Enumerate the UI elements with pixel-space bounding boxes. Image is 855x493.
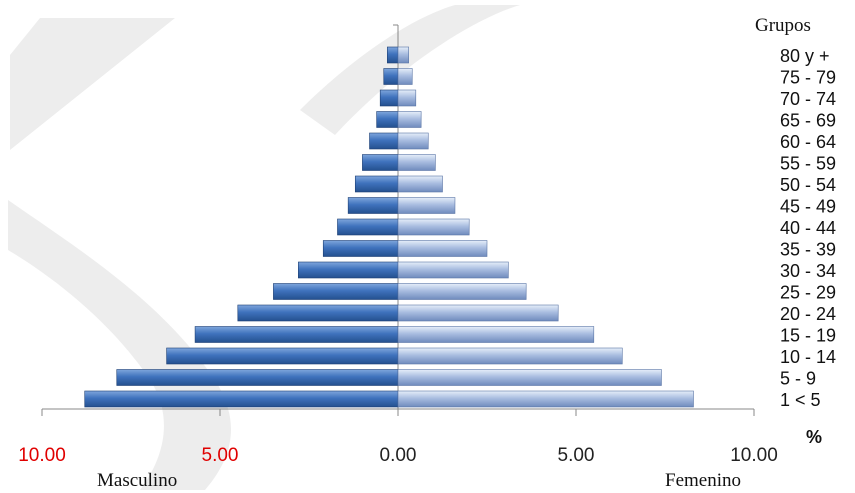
category-label: 70 - 74 [780, 89, 836, 109]
bar-femenino [397, 326, 595, 343]
x-tick-label: 10.00 [18, 445, 66, 466]
labels: 10.00 5.00 0.00 5.00 10.00 1 < 55 - 910 - 141… [18, 15, 836, 491]
x-tick-label: 10.00 [730, 445, 778, 466]
bar-masculino [337, 218, 399, 236]
bars [84, 46, 694, 408]
bar-femenino [397, 132, 429, 150]
bar-femenino [397, 89, 417, 107]
bar-masculino [387, 46, 399, 64]
axes [41, 24, 755, 416]
bar-masculino [84, 390, 399, 408]
bar-masculino [273, 283, 399, 300]
category-label: 75 - 79 [780, 68, 836, 88]
bar-femenino [397, 154, 436, 171]
bar-masculino [237, 304, 399, 322]
category-label: 80 y + [780, 46, 830, 66]
bar-femenino [397, 347, 623, 365]
bar-masculino [376, 111, 399, 128]
bar-masculino [194, 326, 399, 343]
bar-femenino [397, 68, 413, 85]
bar-masculino [369, 132, 399, 150]
bar-femenino [397, 111, 422, 128]
bar-femenino [397, 304, 559, 322]
unit-label: % [806, 427, 822, 447]
category-label: 50 - 54 [780, 175, 836, 195]
bar-masculino [166, 347, 399, 365]
bar-masculino [322, 240, 399, 257]
watermark-strokes [8, 5, 520, 490]
category-label: 10 - 14 [780, 347, 836, 367]
category-label: 45 - 49 [780, 197, 836, 217]
bar-masculino [383, 68, 399, 85]
bar-masculino [298, 261, 399, 279]
bar-femenino [397, 390, 694, 408]
bar-femenino [397, 46, 409, 64]
category-label: 35 - 39 [780, 240, 836, 260]
groups-title: Grupos [755, 15, 811, 36]
bar-femenino [397, 218, 470, 236]
category-label: 20 - 24 [780, 304, 836, 324]
category-label: 25 - 29 [780, 283, 836, 303]
category-label: 60 - 64 [780, 132, 836, 152]
x-tick-label: 5.00 [202, 445, 239, 466]
right-side-label: Femenino [665, 470, 741, 491]
category-label: 5 - 9 [780, 369, 816, 389]
left-side-label: Masculino [97, 470, 177, 491]
category-label: 55 - 59 [780, 154, 836, 174]
bar-masculino [347, 197, 399, 214]
bar-masculino [354, 175, 399, 193]
bar-femenino [397, 369, 662, 386]
x-tick-label: 0.00 [380, 445, 417, 466]
bar-femenino [397, 240, 488, 257]
category-label: 40 - 44 [780, 218, 836, 238]
bar-femenino [397, 175, 443, 193]
bar-femenino [397, 261, 509, 279]
category-label: 65 - 69 [780, 111, 836, 131]
bar-masculino [116, 369, 399, 386]
category-label: 15 - 19 [780, 326, 836, 346]
bar-femenino [397, 197, 456, 214]
x-tick-label: 5.00 [558, 445, 595, 466]
category-label: 1 < 5 [780, 390, 821, 410]
bar-femenino [397, 283, 527, 300]
bar-masculino [379, 89, 399, 107]
category-label: 30 - 34 [780, 261, 836, 281]
bar-masculino [362, 154, 399, 171]
